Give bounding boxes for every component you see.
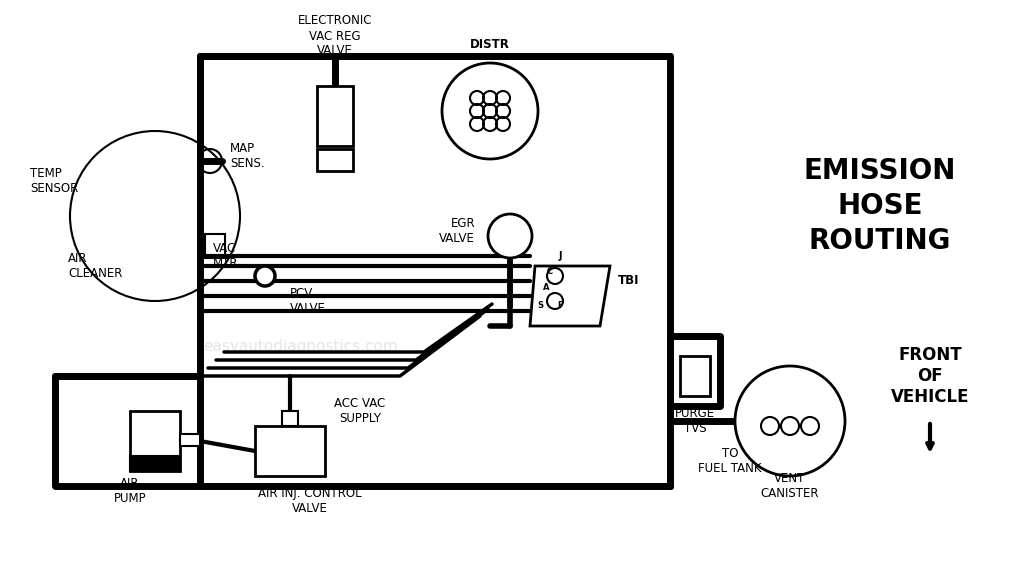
Text: DISTR: DISTR xyxy=(470,38,510,51)
Bar xyxy=(130,411,180,471)
Text: C: C xyxy=(547,267,553,275)
Text: VENT
CANISTER: VENT CANISTER xyxy=(761,472,819,500)
Circle shape xyxy=(255,266,275,286)
Text: PCV
VALVE: PCV VALVE xyxy=(290,287,326,315)
Text: AIR
PUMP: AIR PUMP xyxy=(114,477,146,505)
Bar xyxy=(255,426,325,476)
Text: TO
FUEL TANK: TO FUEL TANK xyxy=(698,447,762,475)
Polygon shape xyxy=(530,266,610,326)
Text: EMISSION
HOSE
ROUTING: EMISSION HOSE ROUTING xyxy=(804,157,956,255)
Circle shape xyxy=(442,63,538,159)
Bar xyxy=(680,356,710,396)
Text: FRONT
OF
VEHICLE: FRONT OF VEHICLE xyxy=(891,346,970,406)
Bar xyxy=(317,86,353,146)
Text: easyautodiagnostics.com: easyautodiagnostics.com xyxy=(203,339,397,354)
Text: AIR INJ. CONTROL
VALVE: AIR INJ. CONTROL VALVE xyxy=(258,487,361,515)
Bar xyxy=(205,234,225,258)
Circle shape xyxy=(488,214,532,258)
Text: VAC
MTR: VAC MTR xyxy=(213,242,239,270)
Text: EGR
VALVE: EGR VALVE xyxy=(439,217,475,245)
Text: TEMP
SENSOR: TEMP SENSOR xyxy=(30,167,78,195)
Text: F: F xyxy=(557,301,563,310)
Text: PURGE
TVS: PURGE TVS xyxy=(675,407,715,435)
Text: TBI: TBI xyxy=(618,275,640,287)
Text: ACC VAC
SUPPLY: ACC VAC SUPPLY xyxy=(335,397,386,425)
Bar xyxy=(180,434,200,446)
Bar xyxy=(282,411,298,426)
Bar xyxy=(317,149,353,171)
Text: MAP
SENS.: MAP SENS. xyxy=(230,142,264,170)
Circle shape xyxy=(735,366,845,476)
Text: AIR
CLEANER: AIR CLEANER xyxy=(68,252,123,280)
Text: J: J xyxy=(558,251,562,261)
Text: A: A xyxy=(543,283,549,293)
Bar xyxy=(130,456,180,471)
Text: S: S xyxy=(537,301,543,310)
Text: ELECTRONIC
VAC REG
VALVE: ELECTRONIC VAC REG VALVE xyxy=(298,14,373,58)
